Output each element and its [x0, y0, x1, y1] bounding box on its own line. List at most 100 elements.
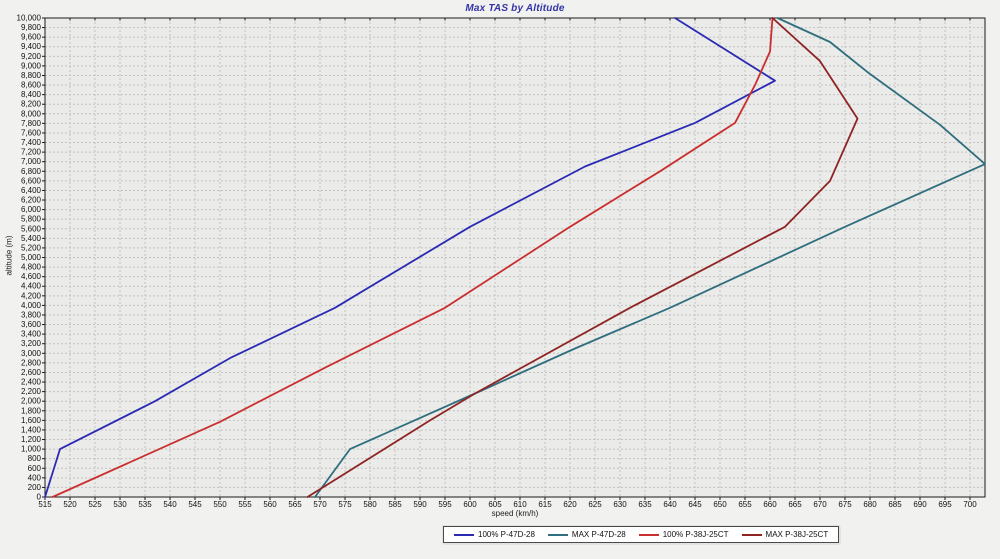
y-tick-label: 1,800 [21, 406, 42, 415]
y-tick-label: 10,000 [17, 14, 42, 23]
y-tick-label: 9,800 [21, 23, 42, 32]
legend-item: MAX P-38J-25CT [741, 530, 828, 539]
y-tick-label: 2,400 [21, 378, 42, 387]
y-tick-label: 600 [28, 464, 42, 473]
x-axis-title: speed (km/h) [491, 509, 539, 518]
x-tick-label: 535 [138, 500, 152, 509]
y-tick-label: 7,400 [21, 138, 42, 147]
y-tick-label: 1,200 [21, 435, 42, 444]
y-tick-label: 2,200 [21, 387, 42, 396]
y-tick-label: 9,600 [21, 33, 42, 42]
y-tick-label: 1,600 [21, 416, 42, 425]
y-tick-label: 4,000 [21, 301, 42, 310]
x-tick-label: 580 [363, 500, 377, 509]
x-tick-label: 565 [288, 500, 302, 509]
x-tick-label: 645 [688, 500, 702, 509]
x-tick-label: 520 [63, 500, 77, 509]
x-tick-label: 630 [613, 500, 627, 509]
x-tick-label: 640 [663, 500, 677, 509]
x-tick-label: 625 [588, 500, 602, 509]
legend-item: 100% P-47D-28 [454, 530, 535, 539]
y-tick-label: 800 [28, 454, 42, 463]
y-tick-label: 2,600 [21, 368, 42, 377]
y-tick-label: 8,200 [21, 100, 42, 109]
x-tick-label: 540 [163, 500, 177, 509]
x-tick-label: 605 [488, 500, 502, 509]
y-tick-label: 7,200 [21, 148, 42, 157]
x-tick-label: 695 [938, 500, 952, 509]
x-tick-label: 545 [188, 500, 202, 509]
y-tick-label: 9,400 [21, 42, 42, 51]
x-tick-label: 690 [913, 500, 927, 509]
y-tick-label: 5,400 [21, 234, 42, 243]
y-tick-label: 5,000 [21, 253, 42, 262]
y-tick-label: 6,800 [21, 167, 42, 176]
legend-item: MAX P-47D-28 [547, 530, 626, 539]
y-tick-label: 5,600 [21, 224, 42, 233]
series-line-max-p-38j-25ct [306, 17, 859, 498]
y-tick-label: 200 [28, 483, 42, 492]
x-tick-label: 595 [438, 500, 452, 509]
y-tick-label: 4,600 [21, 272, 42, 281]
series-line-100-p-38j-25ct [51, 17, 774, 498]
x-tick-label: 600 [463, 500, 477, 509]
y-tick-label: 4,400 [21, 282, 42, 291]
y-tick-label: 7,800 [21, 119, 42, 128]
x-tick-label: 670 [813, 500, 827, 509]
y-tick-label: 1,000 [21, 445, 42, 454]
x-tick-label: 525 [88, 500, 102, 509]
y-tick-label: 5,200 [21, 243, 42, 252]
y-tick-label: 0 [37, 493, 42, 502]
y-tick-label: 3,000 [21, 349, 42, 358]
y-tick-label: 5,800 [21, 215, 42, 224]
y-tick-label: 3,400 [21, 330, 42, 339]
y-tick-label: 3,600 [21, 320, 42, 329]
legend-line-swatch [454, 533, 474, 536]
x-tick-label: 680 [863, 500, 877, 509]
x-tick-label: 575 [338, 500, 352, 509]
y-tick-label: 8,000 [21, 109, 42, 118]
x-tick-label: 550 [213, 500, 227, 509]
x-tick-label: 700 [963, 500, 977, 509]
x-tick-label: 685 [888, 500, 902, 509]
x-tick-label: 650 [713, 500, 727, 509]
legend-label: 100% P-38J-25CT [662, 530, 729, 539]
y-tick-label: 2,000 [21, 397, 42, 406]
x-tick-label: 665 [788, 500, 802, 509]
y-tick-label: 6,400 [21, 186, 42, 195]
x-tick-label: 635 [638, 500, 652, 509]
y-tick-label: 8,600 [21, 81, 42, 90]
x-tick-label: 620 [563, 500, 577, 509]
x-tick-label: 570 [313, 500, 327, 509]
y-tick-label: 7,600 [21, 128, 42, 137]
x-tick-label: 590 [413, 500, 427, 509]
plot-border [44, 17, 986, 498]
y-tick-label: 8,800 [21, 71, 42, 80]
legend-line-swatch [638, 533, 659, 536]
chart-title: Max TAS by Altitude [465, 3, 565, 14]
x-tick-label: 530 [113, 500, 127, 509]
legend-line-swatch [547, 533, 568, 536]
y-tick-label: 7,000 [21, 157, 42, 166]
y-tick-label: 4,800 [21, 263, 42, 272]
y-tick-label: 6,600 [21, 176, 42, 185]
y-tick-label: 9,000 [21, 61, 42, 70]
y-tick-label: 8,400 [21, 90, 42, 99]
x-tick-label: 660 [763, 500, 777, 509]
y-tick-label: 3,800 [21, 310, 42, 319]
y-tick-label: 9,200 [21, 52, 42, 61]
x-tick-label: 675 [838, 500, 852, 509]
x-tick-label: 555 [238, 500, 252, 509]
legend-label: 100% P-47D-28 [478, 530, 535, 539]
x-tick-label: 560 [263, 500, 277, 509]
legend-item: 100% P-38J-25CT [638, 530, 729, 539]
x-tick-label: 615 [538, 500, 552, 509]
series-line-100-p-47d-28 [44, 17, 776, 498]
y-tick-label: 3,200 [21, 339, 42, 348]
y-tick-label: 2,800 [21, 358, 42, 367]
y-tick-label: 1,400 [21, 425, 42, 434]
series-line-max-p-47d-28 [314, 17, 986, 498]
y-tick-label: 6,200 [21, 196, 42, 205]
